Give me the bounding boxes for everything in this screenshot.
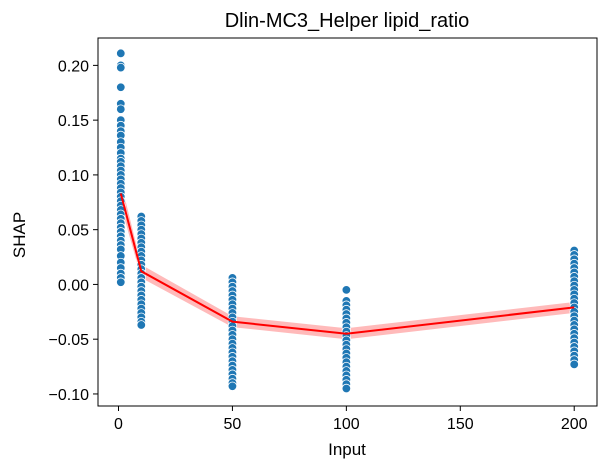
x-tick-label: 100 <box>333 416 360 433</box>
y-tick-label: 0.10 <box>58 168 89 185</box>
scatter-point <box>116 277 126 287</box>
x-tick-label: 150 <box>447 416 474 433</box>
scatter-point <box>341 285 352 295</box>
plot-area <box>116 48 579 394</box>
y-tick-label: 0.00 <box>58 277 89 294</box>
x-tick-label: 200 <box>561 416 588 433</box>
x-tick-label: 0 <box>114 416 123 433</box>
x-axis-label: Input <box>328 440 366 459</box>
scatter-points <box>116 48 579 394</box>
y-tick-label: 0.05 <box>58 223 89 240</box>
scatter-point <box>116 48 126 59</box>
x-tick-label: 50 <box>224 416 242 433</box>
trend-line <box>119 193 575 335</box>
y-tick-label: 0.20 <box>58 58 89 75</box>
scatter-point <box>227 381 238 391</box>
x-axis-ticks: 0 50 100 150 200 <box>114 406 588 433</box>
y-tick-label: −0.05 <box>49 332 90 349</box>
y-axis-label: SHAP <box>10 212 29 258</box>
scatter-point <box>116 62 126 73</box>
scatter-point <box>569 359 579 370</box>
y-axis-ticks: −0.10 −0.05 0.00 0.05 0.10 0.15 0.20 <box>49 58 98 404</box>
scatter-point <box>341 383 352 394</box>
scatter-point <box>136 320 146 330</box>
y-tick-label: 0.15 <box>58 113 89 130</box>
scatter-point <box>116 104 126 114</box>
plot-frame <box>97 37 598 407</box>
y-tick-label: −0.10 <box>49 387 90 404</box>
chart-title: Dlin-MC3_Helper lipid_ratio <box>225 10 470 32</box>
scatter-point <box>116 82 126 92</box>
